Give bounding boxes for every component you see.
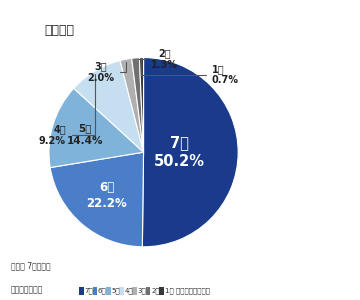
Text: 2点: 2点 — [151, 287, 160, 294]
Text: 選択肢 7段階評価: 選択肢 7段階評価 — [11, 261, 50, 270]
Text: 5点
14.4%: 5点 14.4% — [66, 124, 103, 146]
Text: 3点
2.0%: 3点 2.0% — [87, 61, 126, 82]
Text: 7点
50.2%: 7点 50.2% — [154, 136, 205, 169]
Wedge shape — [74, 61, 144, 152]
Text: 5点: 5点 — [111, 287, 120, 294]
Wedge shape — [132, 58, 144, 152]
Text: 3点: 3点 — [138, 287, 147, 294]
Text: 7点: 7点 — [85, 287, 93, 294]
Text: 1点
0.7%: 1点 0.7% — [141, 60, 239, 86]
Text: 回答内訳: 回答内訳 — [44, 25, 74, 38]
Text: 1点 全くそう思わない: 1点 全くそう思わない — [165, 287, 210, 294]
Wedge shape — [139, 58, 144, 152]
Wedge shape — [120, 58, 144, 152]
Text: 4点
9.2%: 4点 9.2% — [39, 74, 95, 146]
Text: 2点
1.3%: 2点 1.3% — [138, 49, 178, 70]
Text: 6点
22.2%: 6点 22.2% — [86, 181, 127, 210]
Text: とてもそう思う: とてもそう思う — [11, 285, 43, 294]
Wedge shape — [50, 152, 144, 247]
Wedge shape — [49, 88, 144, 168]
Wedge shape — [142, 58, 238, 247]
Text: 4点: 4点 — [125, 287, 133, 294]
Text: 6点: 6点 — [98, 287, 107, 294]
